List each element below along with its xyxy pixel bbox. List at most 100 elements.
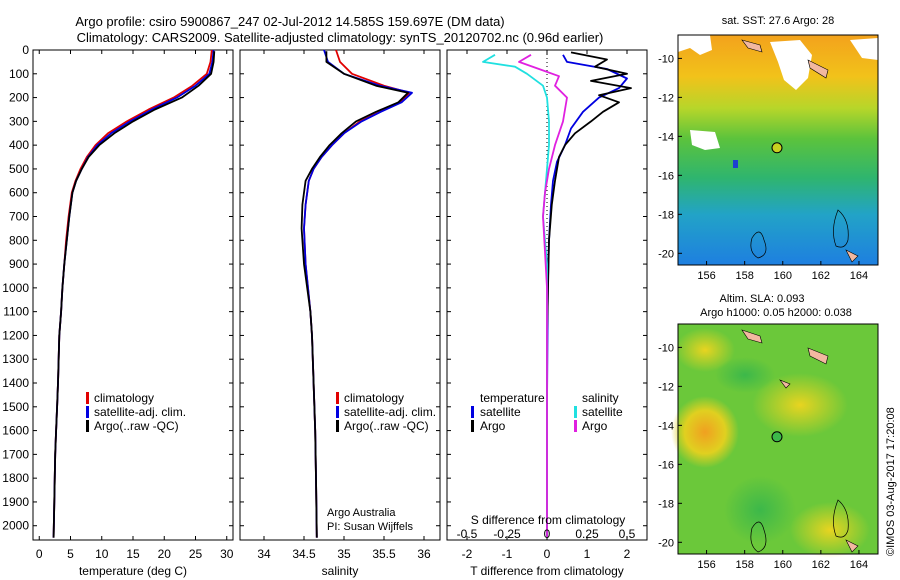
sla-map-title-1: Altim. SLA: 0.093 — [720, 293, 805, 305]
sst-cloud-mask — [690, 130, 720, 150]
salinity-annotation-2: PI: Susan Wijffels — [327, 521, 413, 533]
legend-label-climatology: climatology — [344, 391, 404, 405]
legend-swatch-argo — [86, 420, 89, 432]
credit-text: ©IMOS 03-Aug-2017 17:20:08 — [885, 407, 897, 556]
x-tick-label: 5 — [67, 547, 74, 561]
depth-tick-label: 200 — [9, 91, 29, 105]
depth-tick-label: 1800 — [2, 471, 29, 485]
depth-tick-label: 0 — [22, 43, 29, 57]
sst-map-frame — [677, 34, 879, 266]
legend-title-temperature: temperature — [480, 391, 545, 405]
sst-island — [845, 249, 859, 263]
difference-xlabel: T difference from climatology — [470, 564, 624, 578]
salinity-annotation-1: Argo Australia — [327, 507, 396, 519]
series-line-climatology — [303, 49, 411, 538]
map-y-tick-label: -14 — [658, 420, 674, 432]
depth-tick-label: 1900 — [2, 495, 29, 509]
sst-hotspot — [733, 160, 738, 168]
map-y-tick-label: -16 — [658, 170, 674, 182]
legend-swatch-climatology — [86, 392, 89, 404]
depth-tick-label: 1400 — [2, 376, 29, 390]
legend-title-salinity: salinity — [582, 391, 619, 405]
sla-island — [807, 347, 829, 365]
difference-chart: -2 -1 0 1 2 -0.5 -0.25 0 0.25 0.5 — [457, 50, 636, 561]
map-y-tick-label: -10 — [658, 342, 674, 354]
series-line-argo — [300, 51, 409, 538]
map-y-tick-label: -10 — [658, 53, 674, 65]
depth-tick-label: 700 — [9, 210, 29, 224]
map-y-tick-label: -12 — [658, 381, 674, 393]
x-tick-label: 34.5 — [292, 547, 316, 561]
legend-label-t-argo: Argo — [480, 419, 506, 433]
series-line-s-satellite — [482, 54, 550, 538]
map-y-tick-label: -12 — [658, 92, 674, 104]
legend-label-satellite: satellite-adj. clim. — [344, 405, 436, 419]
sla-anomaly-high — [675, 328, 735, 372]
sla-map-frame — [677, 323, 879, 555]
legend-swatch-s-satellite — [574, 406, 577, 418]
legend-swatch-argo — [336, 420, 339, 432]
sla-island — [845, 539, 859, 553]
map-y-tick-label: -16 — [658, 459, 674, 471]
depth-tick-label: 300 — [9, 114, 29, 128]
legend-swatch-t-satellite — [471, 406, 474, 418]
depth-tick-label: 600 — [9, 186, 29, 200]
depth-tick-label: 1200 — [2, 328, 29, 342]
sst-map-title: sat. SST: 27.6 Argo: 28 — [722, 15, 835, 27]
sla-anomaly-high — [671, 396, 739, 468]
temperature-plot-frame — [32, 49, 234, 541]
s-tick-label: 0 — [544, 527, 551, 541]
legend-label-argo: Argo(..raw -QC) — [344, 419, 429, 433]
legend-swatch-satellite — [86, 406, 89, 418]
sst-bathy-contour — [833, 209, 849, 248]
map-y-tick-label: -14 — [658, 131, 674, 143]
map-x-tick-label: 158 — [735, 559, 753, 571]
sst-island — [807, 59, 829, 79]
series-line-t-satellite — [546, 54, 628, 538]
legend-label-t-satellite: satellite — [480, 405, 521, 419]
profile-location-marker — [771, 431, 783, 443]
salinity-legend: climatology satellite-adj. clim. Argo(..… — [336, 391, 436, 433]
sst-cloud-mask — [850, 38, 878, 60]
x-tick-label: 25 — [189, 547, 203, 561]
sst-bathy-contour — [750, 231, 767, 259]
legend-label-argo: Argo(..raw -QC) — [94, 419, 179, 433]
difference-xlabel-top: S difference from climatology — [471, 513, 626, 527]
map-x-tick-label: 156 — [697, 270, 715, 282]
legend-swatch-climatology — [336, 392, 339, 404]
legend-swatch-satellite — [336, 406, 339, 418]
sst-cloud-mask — [678, 35, 712, 55]
x-tick-label: 36 — [417, 547, 431, 561]
x-tick-label: 2 — [624, 547, 631, 561]
x-tick-label: 1 — [584, 547, 591, 561]
map-x-tick-label: 162 — [812, 270, 830, 282]
header-line-1: Argo profile: csiro 5900867_247 02-Jul-2… — [75, 14, 504, 29]
depth-tick-label: 1500 — [2, 400, 29, 414]
x-tick-label: 0 — [544, 547, 551, 561]
map-x-tick-label: 160 — [774, 559, 792, 571]
sla-map: Altim. SLA: 0.093 Argo h1000: 0.05 h2000… — [658, 293, 879, 571]
x-tick-label: 10 — [95, 547, 109, 561]
legend-label-satellite: satellite-adj. clim. — [94, 405, 186, 419]
legend-swatch-s-argo — [574, 420, 577, 432]
sla-bathy-contour — [833, 499, 849, 538]
sla-island — [779, 379, 791, 389]
depth-tick-label: 400 — [9, 138, 29, 152]
temperature-chart: 0 5 10 15 20 25 30 — [36, 49, 234, 561]
header-line-2: Climatology: CARS2009. Satellite-adjuste… — [77, 30, 604, 45]
sla-map-title-2: Argo h1000: 0.05 h2000: 0.038 — [700, 307, 852, 319]
sst-island — [741, 39, 763, 53]
depth-tick-label: 800 — [9, 233, 29, 247]
depth-axis: 0 100 200 300 400 500 600 700 800 900 1000 1100 1200… — [2, 43, 647, 533]
s-tick-label: 0.25 — [575, 527, 599, 541]
series-line-climatology — [52, 49, 213, 538]
map-x-tick-label: 156 — [697, 559, 715, 571]
series-line-satellite — [52, 49, 215, 538]
map-y-tick-label: -20 — [658, 537, 674, 549]
x-tick-label: 15 — [126, 547, 140, 561]
x-tick-label: 0 — [36, 547, 43, 561]
sla-anomaly-low — [715, 357, 775, 393]
x-tick-label: 34 — [257, 547, 271, 561]
sla-anomaly-high — [752, 373, 848, 437]
